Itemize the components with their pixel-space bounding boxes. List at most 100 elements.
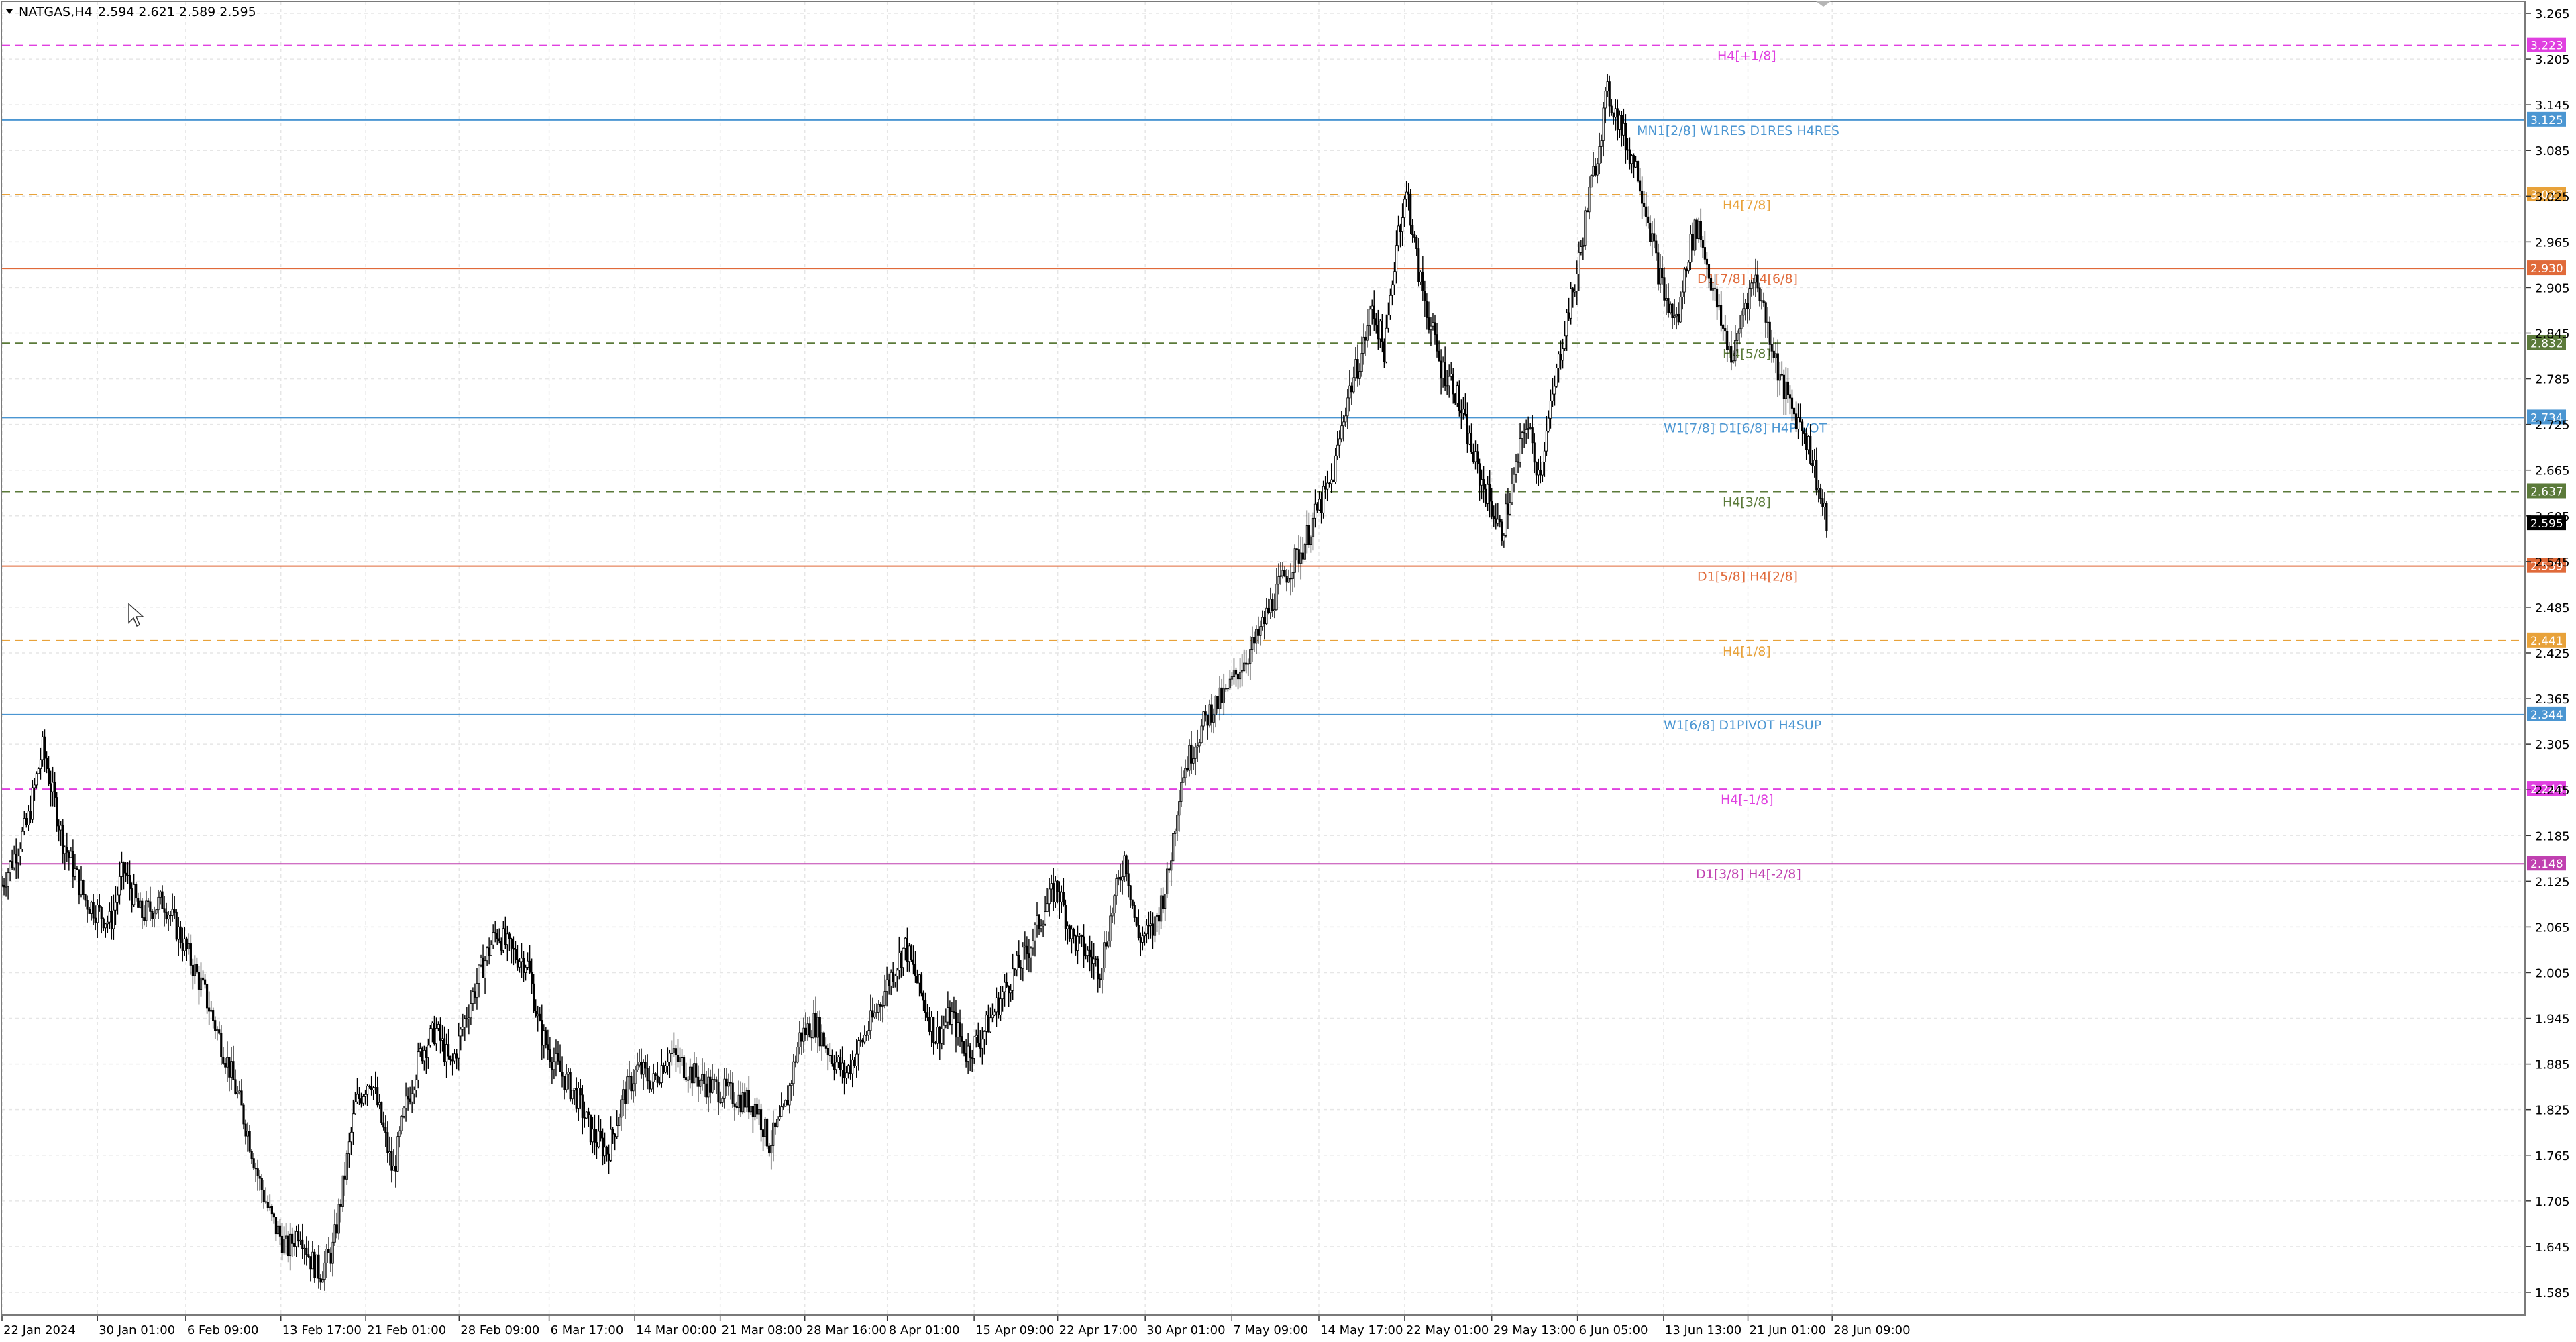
candle-body: [947, 1007, 949, 1023]
candle-body: [527, 960, 529, 968]
candle-body: [98, 905, 101, 908]
candle-body: [1003, 982, 1006, 992]
candle-body: [953, 1011, 955, 1013]
candle-body: [1456, 385, 1458, 404]
candle-body: [1628, 149, 1631, 164]
candle-body: [82, 880, 85, 895]
candle-body: [1551, 393, 1554, 401]
candle-body: [961, 1036, 963, 1042]
y-tick-label: 3.205: [2535, 53, 2570, 67]
candle-body: [518, 961, 521, 968]
candle-body: [1253, 637, 1256, 644]
candle-body: [830, 1055, 834, 1064]
candle-body: [563, 1076, 566, 1090]
candle-body: [1234, 670, 1238, 675]
candle-body: [820, 1032, 823, 1047]
candle-body: [258, 1176, 261, 1179]
triangle-down-icon[interactable]: [6, 9, 13, 14]
candle-body: [652, 1073, 655, 1082]
candle-body: [133, 884, 136, 905]
candle-body: [1127, 873, 1130, 886]
candle-body: [29, 811, 32, 820]
chart-shift-marker[interactable]: [1816, 1, 1831, 7]
candle-body: [1531, 427, 1534, 444]
level-price-tag: [2527, 558, 2566, 573]
candle-body: [1080, 935, 1083, 937]
candle-body: [888, 979, 890, 986]
candle-body: [1624, 123, 1627, 151]
y-tick-label: 2.485: [2535, 601, 2570, 615]
candle-body: [555, 1053, 557, 1062]
candle-body: [691, 1066, 694, 1084]
candle-body: [796, 1047, 799, 1063]
candle-body: [541, 1020, 543, 1046]
candle-body: [266, 1202, 269, 1208]
candle-body: [1161, 895, 1165, 909]
candle-body: [997, 997, 1000, 1016]
candle-body: [1170, 860, 1173, 871]
candle-body: [1202, 711, 1205, 727]
candle-body: [1458, 385, 1460, 411]
candle-body: [662, 1065, 665, 1073]
level-price-label: 2.441: [2530, 635, 2563, 648]
candle-body: [1762, 300, 1765, 303]
candle-body: [1196, 745, 1199, 748]
candle-body: [1022, 947, 1024, 969]
candle-body: [212, 1010, 215, 1021]
candle-body: [1411, 225, 1414, 236]
candle-body: [877, 1004, 880, 1013]
candle-body: [423, 1049, 425, 1062]
current-price-label: 2.595: [2530, 517, 2563, 531]
candle-body: [1062, 892, 1065, 906]
candle-body: [547, 1044, 549, 1050]
candle-body: [1614, 108, 1617, 118]
candle-body: [569, 1072, 572, 1100]
candle-body: [705, 1083, 708, 1098]
candle-body: [272, 1213, 276, 1218]
candle-body: [1426, 301, 1428, 318]
candle-body: [378, 1102, 381, 1106]
candle-body: [280, 1235, 284, 1253]
candle-body: [1006, 982, 1008, 987]
candle-body: [1344, 415, 1347, 423]
candle-body: [1299, 552, 1302, 564]
candle-body: [1697, 221, 1700, 239]
candle-body: [1145, 925, 1148, 935]
candle-body: [934, 1042, 937, 1044]
candle-body: [593, 1129, 596, 1143]
candle-body: [208, 1007, 211, 1012]
candle-body: [27, 811, 30, 825]
candle-body: [199, 977, 203, 990]
candle-body: [1348, 385, 1351, 399]
candle-body: [90, 902, 93, 914]
candle-body: [833, 1063, 836, 1070]
candle-body: [451, 1059, 454, 1062]
candle-body: [1307, 525, 1311, 546]
candle-body: [885, 979, 888, 992]
candle-body: [620, 1099, 623, 1118]
candle-body: [1673, 315, 1676, 318]
candle-body: [1663, 277, 1666, 301]
candle-body: [1549, 400, 1552, 419]
candle-body: [1722, 325, 1725, 329]
candle-body: [1113, 895, 1116, 914]
candle-body: [520, 958, 523, 962]
candle-body: [376, 1087, 379, 1106]
candle-body: [240, 1090, 243, 1106]
candle-body: [1328, 482, 1331, 484]
candle-body: [1772, 350, 1775, 358]
candle-body: [185, 938, 188, 949]
candle-body: [1358, 371, 1361, 379]
candle-body: [289, 1233, 292, 1257]
candle-body: [1553, 386, 1556, 395]
candle-body: [1289, 578, 1292, 580]
candle-body: [1634, 161, 1638, 168]
candle-body: [1819, 488, 1822, 499]
candle-body: [1184, 768, 1187, 778]
candle-body: [814, 1013, 817, 1038]
candle-body: [407, 1096, 409, 1100]
candle-body: [331, 1241, 334, 1264]
x-tick-label: 13 Jun 13:00: [1665, 1323, 1741, 1337]
